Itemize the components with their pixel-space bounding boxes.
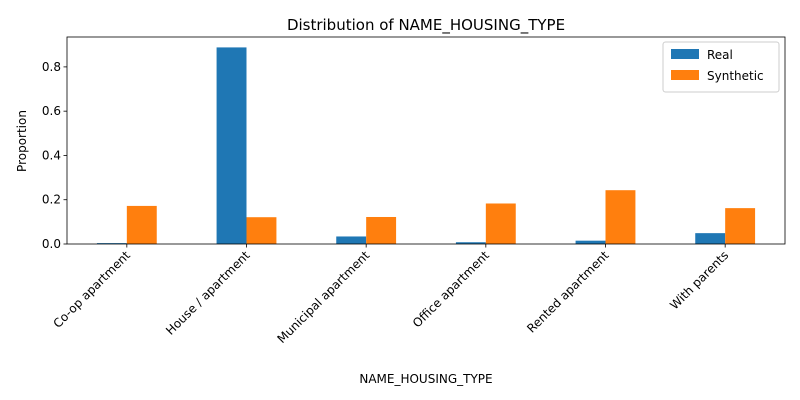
chart-title: Distribution of NAME_HOUSING_TYPE — [287, 16, 565, 35]
x-tick-label: With parents — [667, 248, 731, 312]
x-tick-label: Co-op apartment — [50, 248, 133, 331]
x-tick-label: Municipal apartment — [274, 248, 372, 346]
y-tick-label: 0.6 — [42, 104, 61, 118]
x-tick-label: House / apartment — [163, 248, 253, 338]
legend-swatch-real — [671, 49, 699, 59]
bar-real-3 — [455, 242, 486, 244]
x-tick-label: Office apartment — [410, 248, 492, 330]
bar-synthetic-2 — [366, 216, 397, 244]
plot-frame — [66, 36, 786, 245]
bar-synthetic-1 — [246, 217, 277, 244]
bar-real-1 — [216, 47, 247, 244]
y-tick-label: 0.2 — [42, 193, 61, 207]
bar-synthetic-0 — [126, 205, 157, 244]
y-tick-label: 0.4 — [42, 148, 61, 162]
x-tick-label: Rented apartment — [524, 248, 612, 336]
y-axis-label: Proportion — [15, 110, 29, 172]
bar-synthetic-5 — [725, 208, 756, 244]
bar-synthetic-4 — [605, 190, 636, 244]
bar-real-0 — [96, 243, 127, 244]
x-axis: Co-op apartment House / apartment Municipa… — [50, 244, 731, 346]
plot-area — [66, 36, 786, 245]
y-tick-label: 0.8 — [42, 60, 61, 74]
bar-real-2 — [336, 236, 367, 244]
legend-label-real: Real — [707, 48, 733, 62]
y-axis: 0.0 0.2 0.4 0.6 0.8 — [42, 60, 67, 251]
y-tick-label: 0.0 — [42, 237, 61, 251]
x-axis-label: NAME_HOUSING_TYPE — [359, 372, 492, 386]
legend: Real Synthetic — [662, 41, 780, 93]
bar-real-5 — [695, 233, 726, 244]
legend-label-synthetic: Synthetic — [707, 69, 764, 83]
bar-real-4 — [575, 240, 606, 244]
bar-synthetic-3 — [485, 203, 516, 244]
legend-swatch-synthetic — [671, 70, 699, 80]
